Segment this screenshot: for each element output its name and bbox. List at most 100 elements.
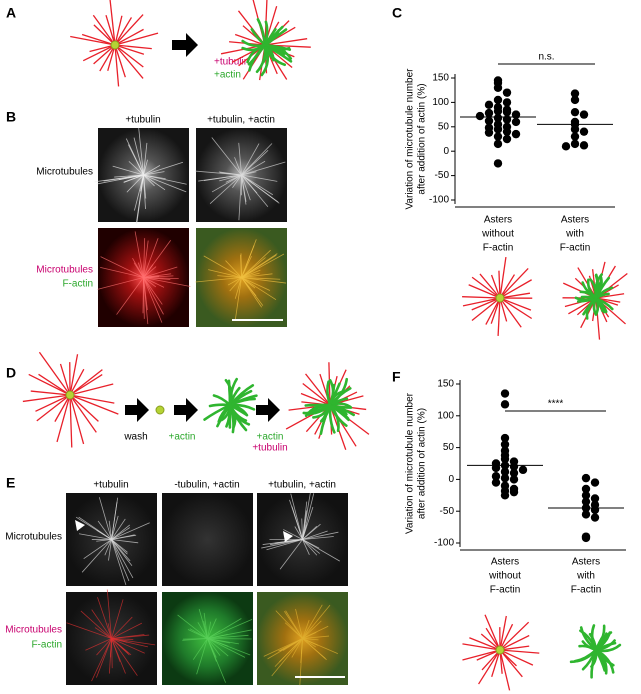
fiber xyxy=(143,171,165,176)
fiber xyxy=(203,612,208,639)
centrosome xyxy=(495,293,505,303)
fiber xyxy=(275,610,303,639)
fiber xyxy=(302,632,317,639)
fiber xyxy=(302,530,328,540)
data-point xyxy=(493,125,503,134)
x-tick-label: Asters xyxy=(484,215,512,226)
micrograph xyxy=(257,492,348,586)
fiber xyxy=(234,277,242,321)
fiber xyxy=(133,137,144,176)
centrosome xyxy=(65,390,75,400)
microtubule xyxy=(114,44,144,68)
y-tick-label: -50 xyxy=(435,170,450,181)
microtubule xyxy=(38,373,71,396)
data-point xyxy=(502,127,512,136)
y-axis-label: after addition of actin (%) xyxy=(417,408,428,519)
data-point xyxy=(509,468,519,478)
x-tick-label: F-actin xyxy=(483,243,514,254)
y-tick-label: 150 xyxy=(432,73,449,84)
fiber xyxy=(195,277,242,283)
centrosome xyxy=(155,405,165,415)
fiber xyxy=(302,539,318,556)
microtubule xyxy=(499,297,533,320)
fiber xyxy=(111,539,127,586)
microtubule xyxy=(69,368,85,396)
fiber xyxy=(208,269,242,278)
microtubule xyxy=(264,38,308,46)
fiber xyxy=(302,539,340,562)
column-header: +tubulin, +actin xyxy=(268,480,336,491)
microtubule xyxy=(499,621,530,651)
microtubule xyxy=(114,14,144,46)
fiber xyxy=(143,240,149,278)
fiber xyxy=(241,174,278,182)
actin xyxy=(208,403,232,408)
microtubule xyxy=(499,649,534,666)
microtubule xyxy=(499,274,516,299)
y-tick-label: 150 xyxy=(437,379,454,390)
row-label: Microtubules xyxy=(5,625,62,636)
actin xyxy=(263,20,269,47)
aster-schematic xyxy=(462,614,540,691)
x-tick-label: F-actin xyxy=(571,585,602,596)
fiber xyxy=(143,238,146,278)
fiber xyxy=(111,622,143,639)
data-point xyxy=(484,116,494,126)
micrograph xyxy=(97,228,191,327)
data-point xyxy=(502,88,512,97)
fiber xyxy=(282,638,303,651)
actin xyxy=(212,394,232,407)
fiber xyxy=(111,539,128,555)
fiber xyxy=(207,621,212,639)
fiber xyxy=(83,539,112,560)
data-point xyxy=(493,83,503,92)
y-tick-label: 0 xyxy=(448,474,454,485)
microtubule xyxy=(114,32,159,46)
data-point xyxy=(493,106,503,116)
micrograph xyxy=(194,128,287,222)
step-label: +actin xyxy=(257,432,284,443)
microtubule xyxy=(302,382,331,406)
micrograph xyxy=(257,592,348,686)
x-tick-label: with xyxy=(565,229,584,240)
fiber xyxy=(241,143,260,176)
fiber xyxy=(241,277,287,284)
fiber xyxy=(143,266,178,278)
microtubule xyxy=(234,33,266,46)
fiber xyxy=(143,266,157,278)
y-tick-label: 100 xyxy=(437,410,454,421)
fiber xyxy=(207,619,253,639)
microtubule xyxy=(499,279,532,299)
fiber xyxy=(302,539,320,554)
microtubule xyxy=(59,363,71,396)
microtubule xyxy=(114,44,126,78)
fiber xyxy=(207,629,252,639)
fiber xyxy=(207,638,230,644)
fiber xyxy=(94,174,144,183)
fiber xyxy=(241,253,285,278)
microtubule xyxy=(491,649,501,678)
fiber xyxy=(123,174,144,183)
data-point xyxy=(493,132,503,141)
fiber xyxy=(207,638,226,683)
microtubule xyxy=(38,351,71,396)
fiber xyxy=(143,275,174,278)
data-point xyxy=(511,129,521,139)
fiber xyxy=(143,277,165,288)
fiber xyxy=(279,539,303,570)
micrograph xyxy=(66,493,157,586)
microtubule xyxy=(490,297,501,324)
fiber xyxy=(111,638,138,676)
microtubule xyxy=(114,44,144,79)
fiber xyxy=(209,174,242,204)
aster-schematic xyxy=(70,0,159,87)
microtubule xyxy=(69,394,85,445)
significance-label: **** xyxy=(548,399,564,410)
fiber xyxy=(97,597,112,639)
data-point xyxy=(581,491,591,500)
microtubule xyxy=(92,14,116,46)
microtubule xyxy=(462,297,501,307)
centrosome xyxy=(110,40,120,50)
arrow xyxy=(174,398,198,422)
x-tick-label: F-actin xyxy=(560,243,591,254)
